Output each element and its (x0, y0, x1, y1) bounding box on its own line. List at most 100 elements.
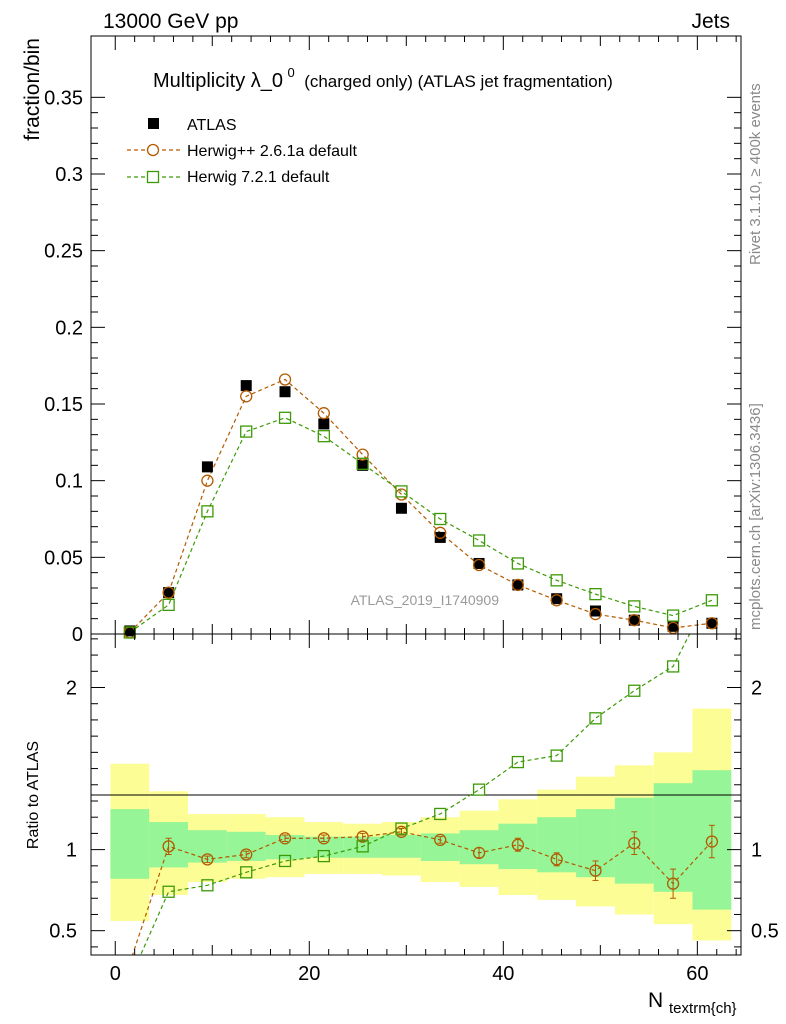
ratio-point-herwigpp (317, 832, 330, 845)
main-point-herwig7 (511, 557, 525, 570)
ratio-point-herwigpp (162, 840, 175, 853)
main-title-main: Multiplicity λ_0 (153, 70, 283, 92)
legend: ATLAS Herwig++ 2.6.1a default Herwig 7.2… (127, 117, 357, 186)
main-point-atlas (201, 461, 213, 473)
ratio-y-label: Ratio to ATLAS (25, 741, 42, 849)
main-point-atlas (163, 587, 175, 599)
main-ticks: 0 0.05 0.1 0.15 0.2 0.25 0.3 0.35 (44, 36, 741, 646)
main-point-atlas (240, 380, 252, 392)
mcplots-label: mcplots.cern.ch [arXiv:1306.3436] (747, 403, 764, 630)
ratio-point-herwig7 (472, 783, 486, 796)
ratio-point-herwigpp (240, 848, 253, 861)
main-point-herwig7 (356, 457, 369, 470)
ratio-ytick-label-right: 2 (751, 678, 762, 700)
main-ytick-label: 0.25 (44, 241, 83, 263)
ratio-point-herwig7 (278, 854, 292, 868)
x-tick-label: 40 (492, 963, 514, 985)
ratio-point-herwigpp (628, 836, 641, 850)
ratio-point-herwigpp (434, 833, 447, 847)
main-point-atlas (512, 579, 524, 591)
main-point-herwig7 (628, 600, 641, 613)
main-point-herwigpp (472, 558, 486, 572)
main-point-herwig7 (240, 425, 253, 438)
main-point-herwigpp (628, 614, 641, 627)
main-series-line (129, 378, 712, 633)
ratio-band-inner (110, 809, 150, 879)
x-tick-label: 60 (686, 963, 708, 985)
ratio-point-herwigpp (550, 853, 563, 866)
main-point-herwigpp (162, 586, 175, 599)
main-title: Multiplicity λ_0 0 (charged only) (ATLAS… (153, 64, 613, 92)
main-point-atlas (589, 605, 601, 617)
x-axis-label: N textrm{ch} (648, 989, 737, 1017)
ratio-marks (124, 634, 719, 985)
legend-herwig7-marker (146, 170, 160, 184)
main-ytick-label: 0.1 (55, 471, 83, 493)
main-point-atlas (434, 531, 446, 543)
main-point-herwig7 (472, 534, 486, 547)
ratio-point-herwigpp (511, 838, 525, 851)
main-point-herwigpp (317, 407, 330, 420)
main-point-atlas (279, 386, 291, 398)
ratio-point-herwigpp (705, 835, 719, 848)
main-point-herwig7 (278, 411, 292, 424)
ratio-ticks: 0.5 0.51 12 20 20 40 60 (49, 634, 779, 985)
main-point-herwigpp (666, 621, 680, 635)
ratio-point-herwig7 (317, 849, 330, 863)
ratio-point-herwig7 (124, 974, 135, 985)
ratio-ytick-label-right: 0.5 (751, 921, 779, 943)
ratio-ytick-label: 1 (66, 840, 77, 862)
x-tick-label: 0 (110, 963, 121, 985)
ratio-series-line (131, 831, 713, 955)
main-point-atlas (667, 620, 679, 632)
ratio-point-herwigpp (278, 832, 292, 845)
main-point-herwigpp (705, 617, 719, 630)
main-point-herwigpp (201, 474, 214, 487)
main-point-herwigpp (511, 578, 525, 592)
main-point-atlas (551, 593, 563, 605)
ratio-point-herwigpp (666, 877, 680, 890)
ratio-point-herwig7 (550, 749, 563, 762)
main-y-label: fraction/bin (21, 38, 44, 141)
ratio-point-herwigpp (356, 830, 369, 843)
main-ytick-label: 0.05 (44, 547, 83, 569)
ratio-panel: 0.5 0.51 12 20 20 40 60 Ratio to ATLAS N textr… (25, 633, 779, 1017)
ratio-ytick-label: 2 (66, 678, 77, 700)
ratio-ytick-label-right: 1 (751, 840, 762, 862)
ratio-point-herwig7 (240, 866, 253, 879)
main-point-herwig7 (550, 574, 563, 587)
ratio-point-herwig7 (589, 712, 602, 725)
ratio-ytick-label: 0.5 (49, 921, 77, 943)
main-point-herwigpp (550, 594, 563, 607)
ratio-point-herwigpp (589, 864, 602, 877)
ratio-frame (90, 633, 742, 956)
main-ytick-label: 0.2 (55, 317, 83, 339)
ratio-band-inner (343, 836, 383, 858)
main-point-herwig7 (123, 626, 136, 639)
main-point-atlas (473, 557, 485, 569)
main-point-atlas (318, 418, 330, 430)
ratio-series-line (139, 634, 691, 955)
legend-herwigpp-label: Herwig++ 2.6.1a default (187, 143, 357, 160)
rivet-label: Rivet 3.1.10, ≥ 400k events (747, 83, 764, 265)
main-panel: 00.050.10.150.20.250.30.35 fraction/bin … (21, 35, 742, 646)
legend-herwig7-label: Herwig 7.2.1 default (187, 169, 330, 186)
header-left: 13000 GeV pp (103, 10, 238, 33)
main-point-atlas (395, 502, 407, 514)
analysis-watermark: ATLAS_2019_I1740909 (351, 592, 500, 608)
main-point-herwigpp (240, 390, 253, 403)
main-point-herwig7 (589, 587, 602, 601)
main-point-herwig7 (395, 485, 408, 498)
ratio-point-herwig7 (395, 822, 408, 835)
main-point-herwig7 (162, 598, 175, 612)
main-point-herwig7 (434, 512, 447, 526)
ratio-point-herwig7 (201, 879, 214, 892)
ratio-bands (110, 708, 732, 941)
main-ytick-label: 0 (72, 624, 83, 646)
ratio-point-herwigpp (124, 958, 135, 969)
x-tick-label: 20 (298, 963, 320, 985)
main-point-herwigpp (356, 448, 369, 461)
legend-atlas-marker (148, 118, 159, 129)
ratio-point-herwig7 (666, 660, 680, 673)
